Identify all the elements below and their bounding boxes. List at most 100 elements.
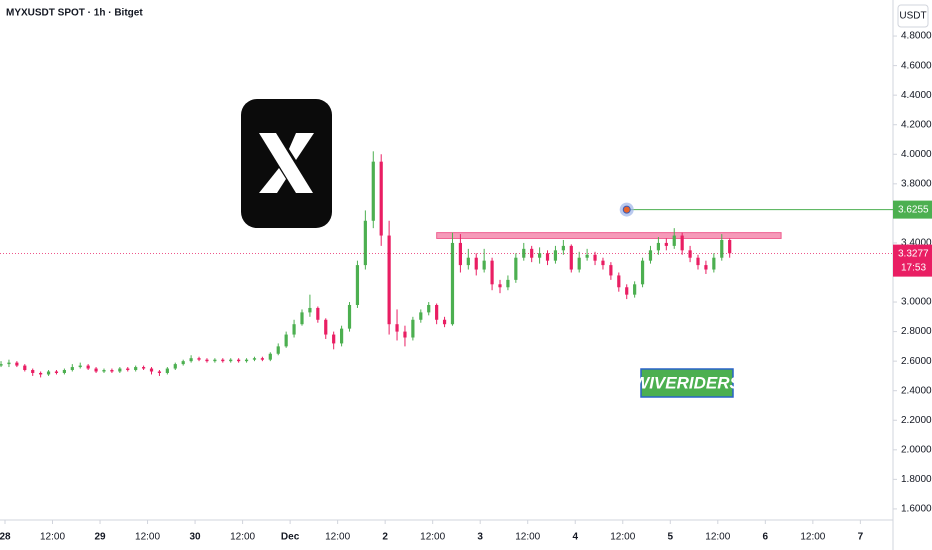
candle-body	[141, 367, 146, 369]
x-tick-label: Dec	[281, 532, 300, 543]
candle-body	[450, 242, 455, 325]
x-tick-label: 6	[763, 532, 769, 543]
y-tick-label: 3.0000	[901, 297, 932, 308]
candle-body	[728, 239, 732, 254]
candle-body	[237, 359, 241, 362]
candle-body	[538, 253, 542, 258]
last-price-box	[893, 244, 932, 277]
candle-body	[617, 275, 621, 288]
y-tick-label: 2.0000	[901, 444, 932, 455]
candle-body	[458, 242, 462, 266]
y-tick-label: 4.0000	[901, 149, 932, 160]
x-tick-label: 28	[0, 532, 11, 543]
currency-box[interactable]	[897, 4, 929, 28]
candle-body	[371, 161, 375, 221]
y-tick-label: 1.8000	[901, 474, 932, 485]
candle-body	[244, 359, 249, 362]
candle-body	[252, 358, 257, 360]
candle-body	[205, 359, 209, 362]
x-tick-label: 7	[858, 532, 864, 543]
candle-body	[268, 353, 272, 360]
x-tick-label: 12:00	[800, 532, 825, 543]
candle-body	[355, 265, 360, 305]
candle-body	[15, 362, 19, 366]
candle-body	[688, 250, 692, 258]
x-tick-label: 5	[668, 532, 674, 543]
x-tick-label: 12:00	[40, 532, 65, 543]
x-tick-label: 12:00	[515, 532, 540, 543]
candle-body	[181, 361, 185, 365]
logo-stroke	[259, 133, 313, 193]
candle-body	[387, 235, 391, 325]
candle-body	[656, 242, 661, 251]
candle-body	[435, 304, 439, 320]
y-tick-label: 3.8000	[901, 178, 932, 189]
logo	[241, 99, 332, 228]
candle-body	[221, 359, 225, 362]
y-tick-label: 2.8000	[901, 326, 932, 337]
candle-body	[229, 359, 233, 362]
candle-body	[712, 257, 716, 270]
y-tick-label: 1.6000	[901, 504, 932, 515]
x-tick-label: 12:00	[230, 532, 255, 543]
candle-body	[411, 319, 415, 338]
x-tick-label: 30	[190, 532, 202, 543]
candle-body	[102, 370, 106, 372]
plot	[0, 151, 893, 378]
candle-body	[110, 370, 114, 372]
candle-body	[62, 370, 66, 373]
candle-body	[672, 235, 676, 246]
y-tick-label: 2.2000	[901, 415, 932, 426]
candle-body	[395, 324, 399, 332]
currency: USDT	[899, 11, 926, 22]
candle-body	[545, 253, 550, 261]
candle-body	[149, 368, 154, 372]
candle-body	[197, 358, 201, 360]
candle-body	[593, 254, 597, 261]
level-label: 3.6255	[898, 204, 929, 215]
x-tick-label: 3	[477, 532, 483, 543]
candle-body	[126, 368, 130, 371]
candle-body	[276, 346, 280, 354]
candle-body	[134, 367, 138, 371]
candle-body	[648, 250, 653, 261]
candle-body	[70, 367, 74, 371]
candle-body	[284, 334, 288, 347]
level-marker	[622, 205, 631, 214]
candle-body	[720, 239, 724, 258]
countdown-label: 17:53	[901, 262, 926, 273]
x-tick-label: 12:00	[325, 532, 350, 543]
candle-body	[46, 371, 51, 375]
candle-body	[94, 368, 98, 372]
x-tick-label: 29	[94, 532, 106, 543]
candle-body	[490, 260, 494, 285]
level-label-box	[893, 200, 932, 219]
candle-body	[514, 257, 518, 280]
candle-body	[260, 358, 264, 360]
candle-body	[601, 260, 605, 266]
candle-body	[54, 371, 59, 373]
y-tick-label: 2.4000	[901, 385, 932, 396]
y-tick-label: 3.4000	[901, 238, 932, 249]
candle-body	[379, 161, 383, 236]
badge: WIVERIDERS	[633, 373, 741, 392]
candle-body	[609, 265, 613, 276]
y-tick-label: 4.8000	[901, 31, 932, 42]
candle-body	[704, 265, 708, 270]
y-tick-label: 2.6000	[901, 356, 932, 367]
candle-body	[680, 235, 684, 251]
candle-body	[7, 362, 11, 365]
candle-body	[300, 312, 304, 325]
candle-body	[363, 220, 367, 266]
candle-body	[696, 257, 700, 266]
candle-body	[569, 245, 573, 270]
candle-body	[625, 287, 629, 295]
candle-body	[530, 248, 534, 258]
candle-body	[498, 284, 502, 288]
candle-body	[474, 257, 478, 270]
candle-body	[553, 250, 558, 261]
x-tick-label: 12:00	[135, 532, 160, 543]
candle-body	[157, 371, 162, 373]
x-tick-label: 12:00	[610, 532, 635, 543]
